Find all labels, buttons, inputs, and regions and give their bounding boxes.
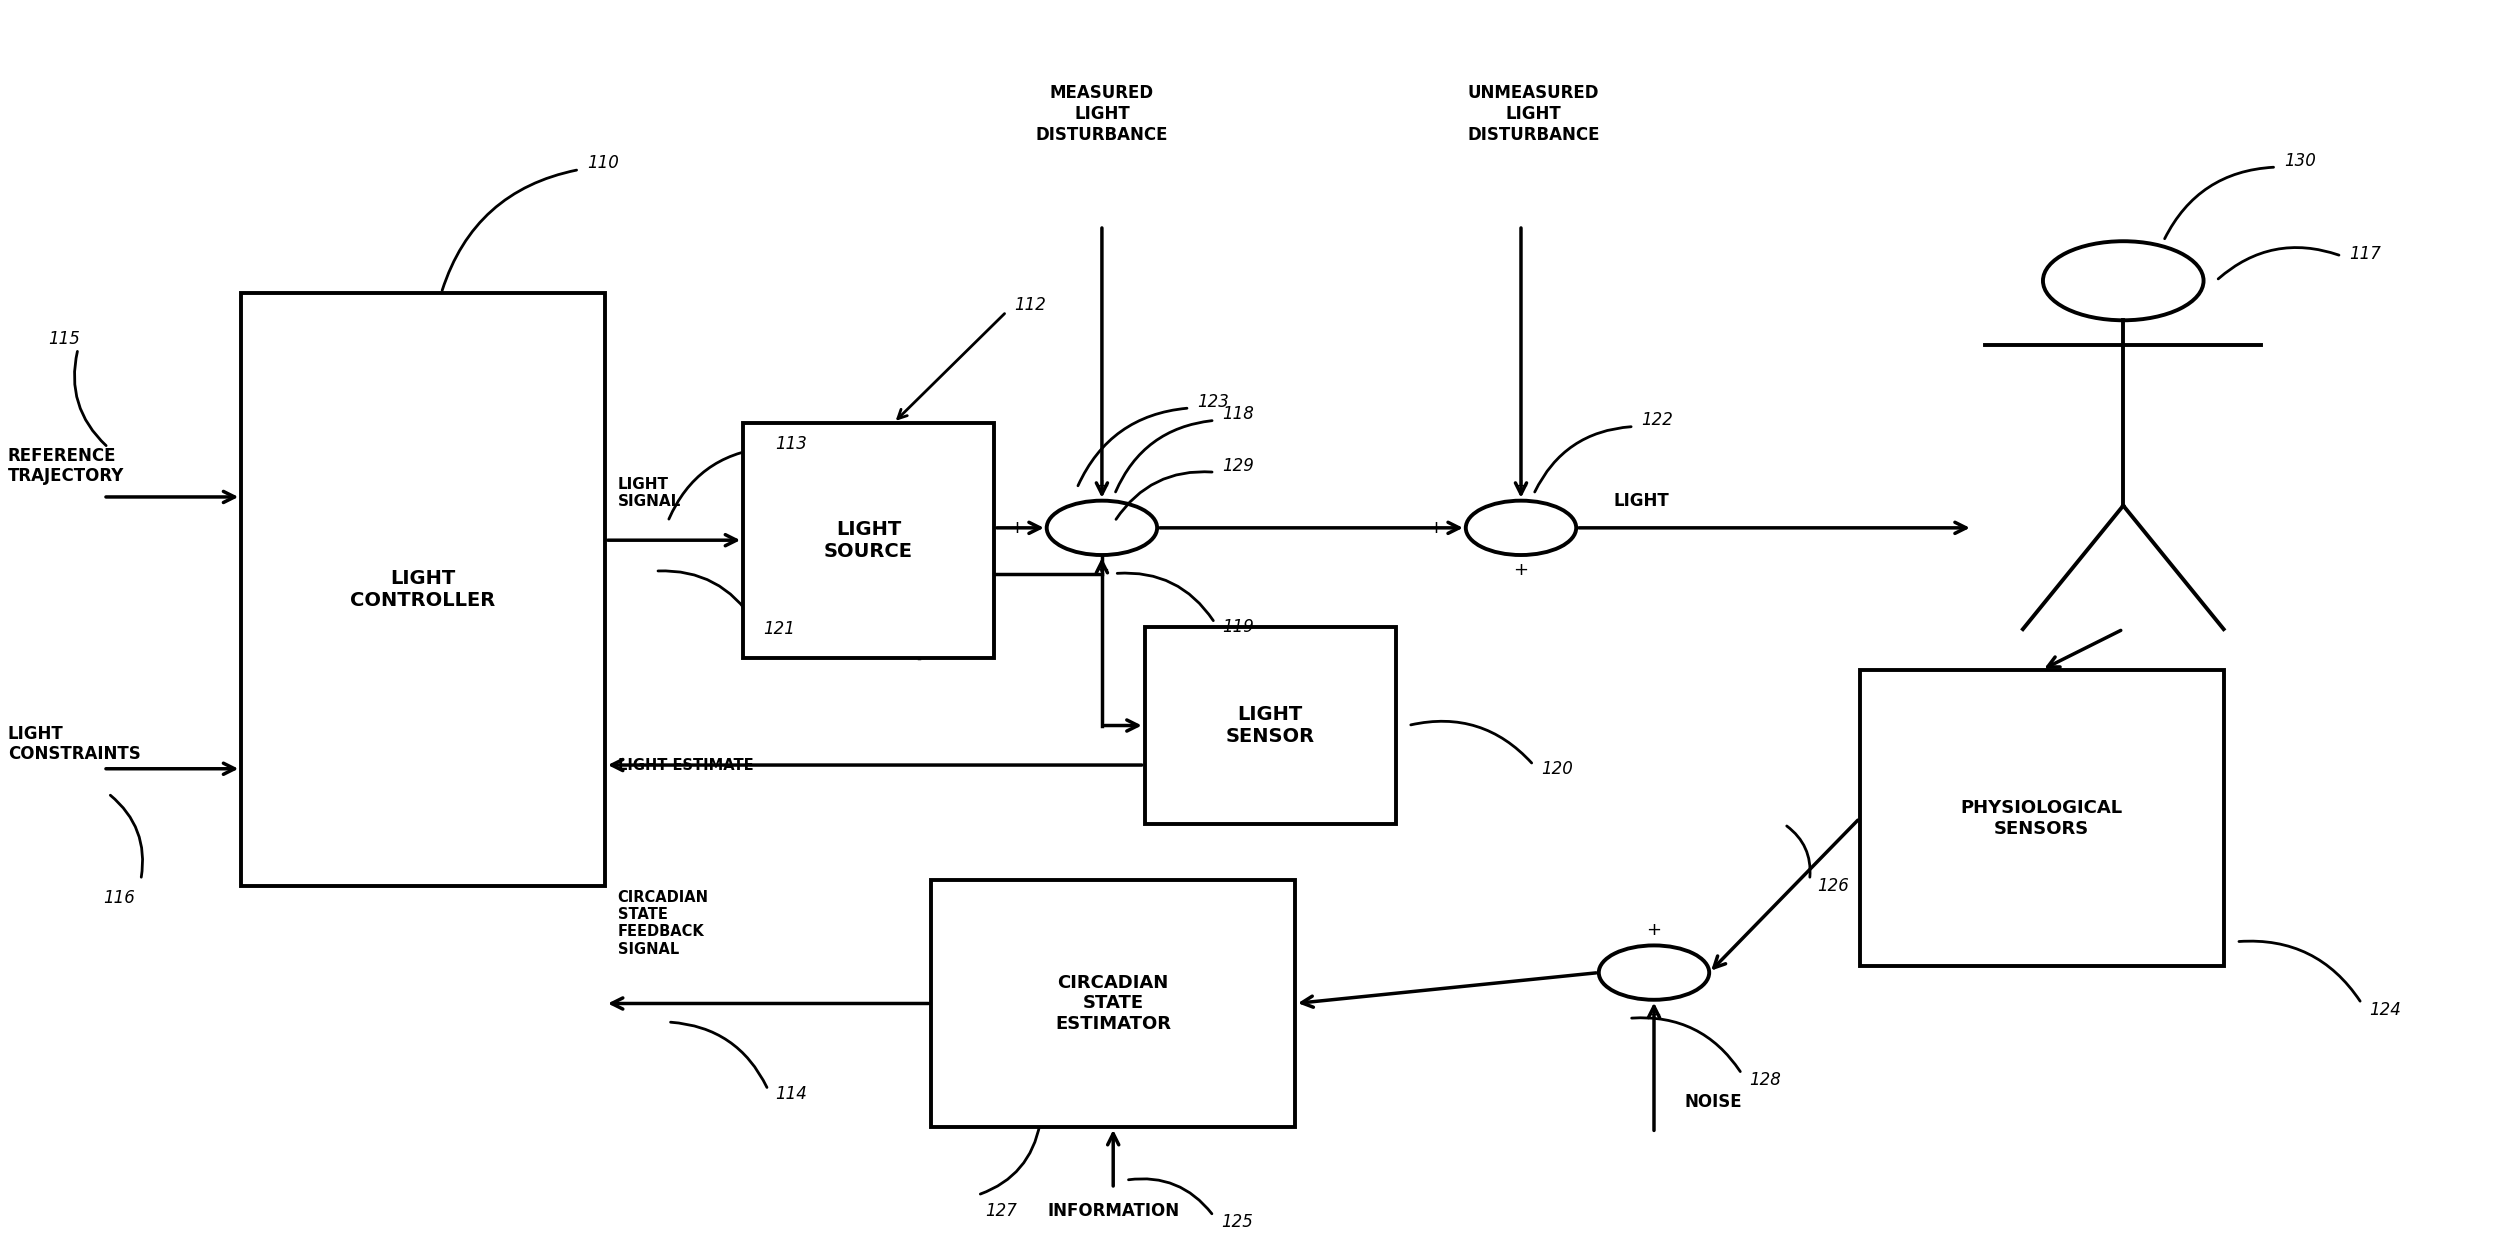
Bar: [742, 423, 993, 658]
Text: REFERENCE
TRAJECTORY: REFERENCE TRAJECTORY: [8, 447, 123, 485]
Text: PHYSIOLOGICAL
SENSORS: PHYSIOLOGICAL SENSORS: [1962, 799, 2123, 838]
Text: 114: 114: [775, 1085, 807, 1103]
Text: CIRCADIAN
STATE
ESTIMATOR: CIRCADIAN STATE ESTIMATOR: [1056, 974, 1172, 1034]
Text: LIGHT
CONTROLLER: LIGHT CONTROLLER: [350, 570, 495, 611]
Text: INFORMATION: INFORMATION: [1046, 1203, 1180, 1220]
Text: +: +: [1514, 561, 1529, 580]
Text: +: +: [1514, 477, 1529, 495]
Text: LIGHT
SOURCE: LIGHT SOURCE: [825, 520, 913, 561]
Text: LIGHT: LIGHT: [1615, 491, 1670, 510]
Text: CIRCADIAN
STATE
FEEDBACK
SIGNAL: CIRCADIAN STATE FEEDBACK SIGNAL: [619, 890, 709, 957]
Text: 118: 118: [1222, 405, 1255, 423]
Text: UNMEASURED
LIGHT
DISTURBANCE: UNMEASURED LIGHT DISTURBANCE: [1466, 84, 1600, 144]
Text: +: +: [1429, 519, 1444, 537]
Text: 124: 124: [2369, 1000, 2402, 1019]
Text: 123: 123: [1197, 393, 1230, 411]
Text: 129: 129: [1222, 457, 1255, 475]
Text: LIGHT
SIGNAL: LIGHT SIGNAL: [619, 477, 682, 510]
Text: 130: 130: [2284, 151, 2316, 170]
Text: 116: 116: [103, 890, 136, 907]
Text: 120: 120: [1542, 759, 1572, 778]
Text: +: +: [1009, 519, 1024, 537]
Text: 112: 112: [1014, 297, 1046, 314]
Text: 113: 113: [775, 434, 807, 453]
Text: 110: 110: [586, 154, 619, 172]
Text: 122: 122: [1642, 411, 1672, 429]
Text: 119: 119: [1222, 618, 1255, 635]
Text: LIGHT
SENSOR: LIGHT SENSOR: [1225, 705, 1315, 746]
Text: +: +: [1647, 922, 1662, 939]
Text: 117: 117: [2349, 244, 2382, 263]
Text: 128: 128: [1750, 1071, 1781, 1090]
Text: +: +: [1094, 477, 1109, 495]
Text: +: +: [1647, 1005, 1662, 1024]
Text: 115: 115: [48, 330, 80, 347]
Text: 125: 125: [1222, 1214, 1252, 1231]
Bar: [241, 293, 606, 886]
Text: +: +: [1094, 561, 1109, 580]
Bar: [1859, 670, 2223, 967]
Text: LIGHT
CONSTRAINTS: LIGHT CONSTRAINTS: [8, 725, 141, 763]
Text: LIGHT ESTIMATE: LIGHT ESTIMATE: [619, 757, 752, 773]
Text: 121: 121: [762, 620, 795, 638]
Text: MEASURED
LIGHT
DISTURBANCE: MEASURED LIGHT DISTURBANCE: [1036, 84, 1167, 144]
Bar: [931, 880, 1295, 1127]
Text: NOISE: NOISE: [1685, 1093, 1743, 1112]
Text: 127: 127: [986, 1203, 1016, 1220]
Text: 126: 126: [1818, 877, 1849, 895]
Bar: [1144, 627, 1396, 824]
